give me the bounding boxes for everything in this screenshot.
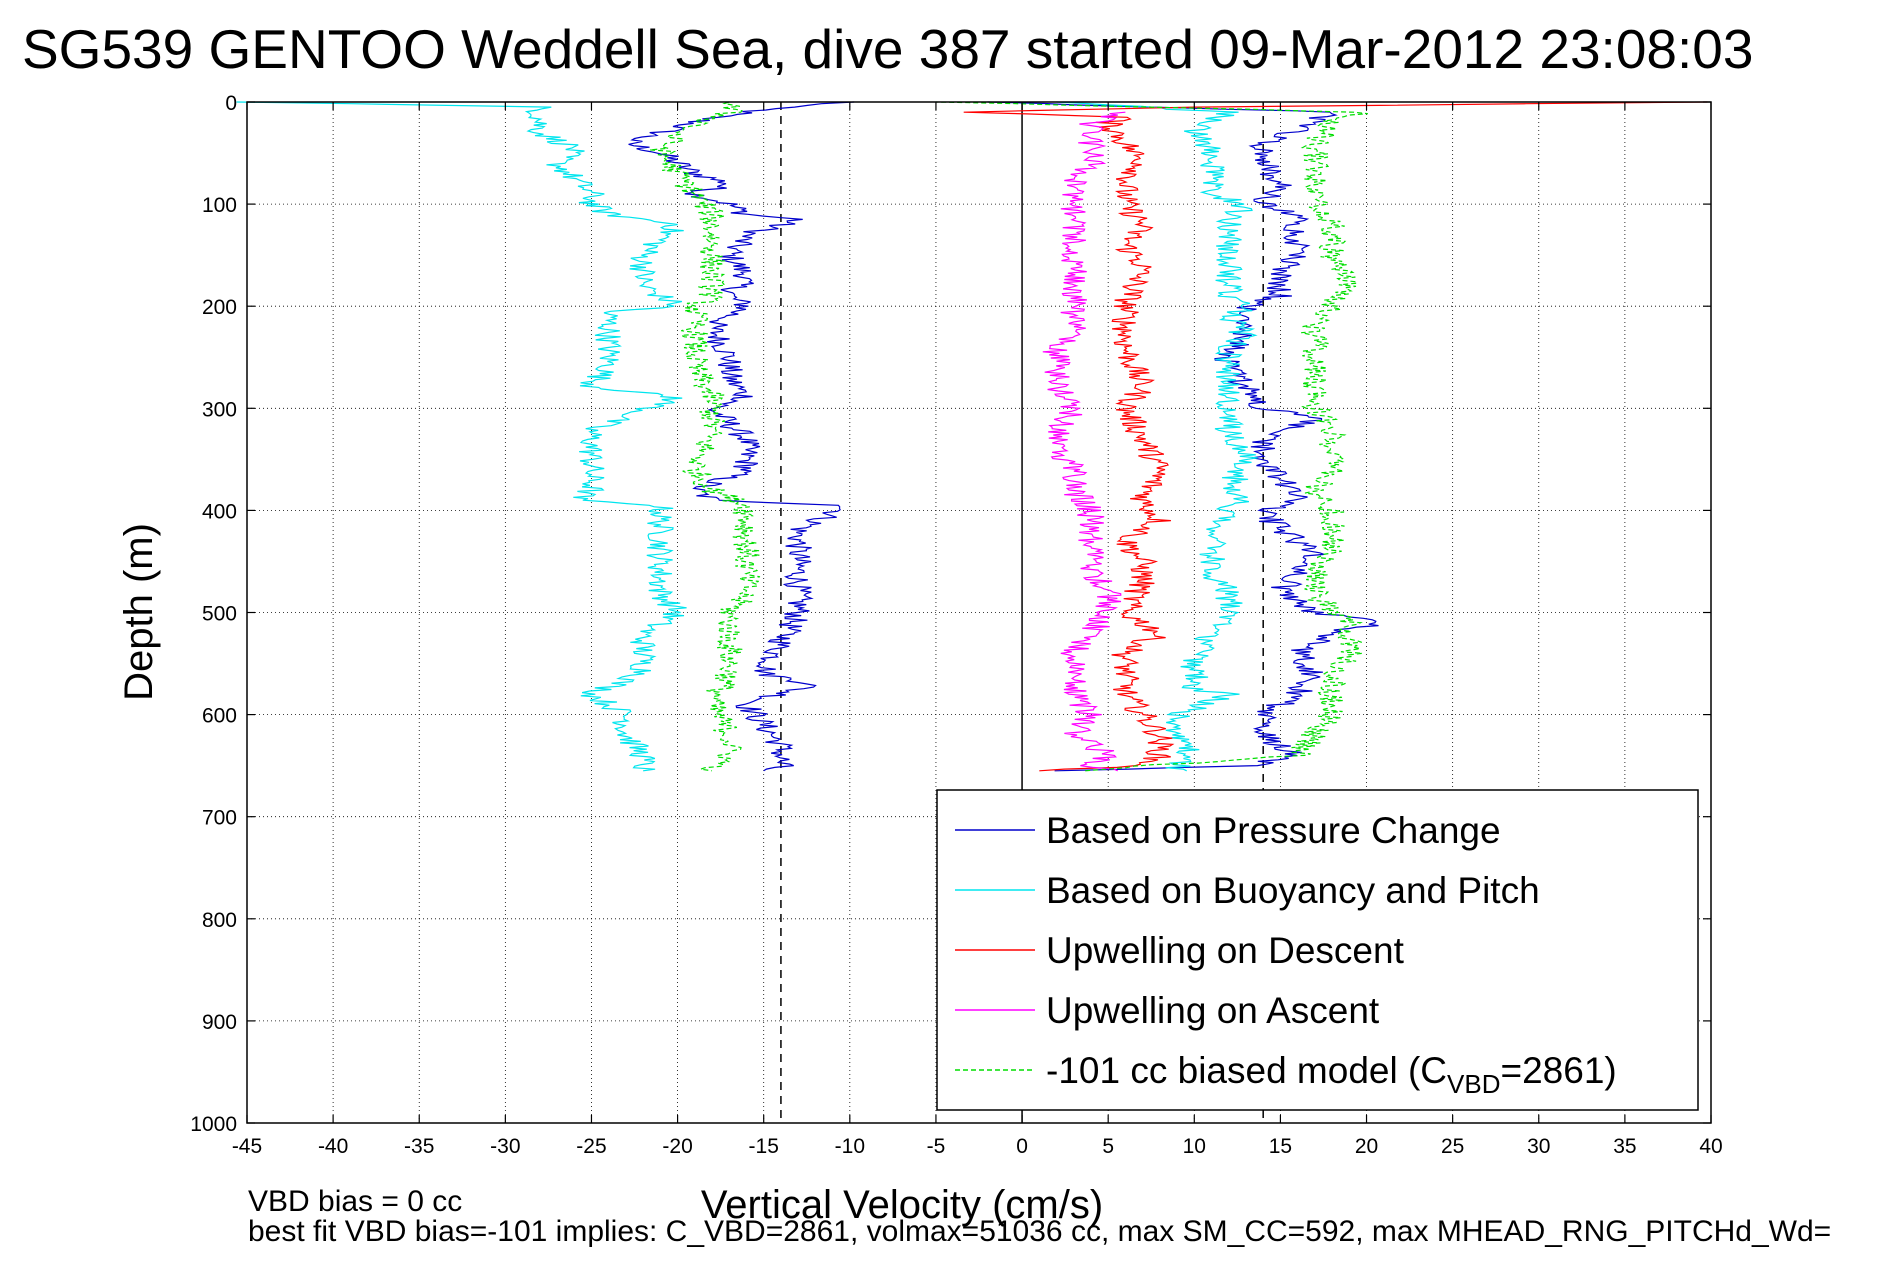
x-tick-label: 35 bbox=[1613, 1135, 1636, 1158]
y-tick-label: 900 bbox=[202, 1011, 237, 1034]
y-tick-label: 400 bbox=[202, 500, 237, 523]
legend-box bbox=[936, 789, 1699, 1111]
x-tick-label: -15 bbox=[749, 1135, 779, 1158]
series-lines bbox=[236, 101, 1708, 772]
x-tick-label: 0 bbox=[1016, 1135, 1028, 1158]
x-axis-label: Vertical Velocity (cm/s) bbox=[701, 1183, 1103, 1227]
y-tick-label: 600 bbox=[202, 705, 237, 728]
legend-entry-label: Upwelling on Descent bbox=[1046, 930, 1405, 971]
series-4-descent-line bbox=[649, 101, 761, 772]
y-axis-ticks: 0 100 200 300 400 500 600 700 800 900 1000 bbox=[190, 92, 1711, 1136]
y-tick-label: 200 bbox=[202, 296, 237, 319]
x-tick-label: 30 bbox=[1527, 1135, 1550, 1158]
legend-entry-label: Based on Buoyancy and Pitch bbox=[1046, 870, 1540, 911]
series-1-ascent-line bbox=[1056, 101, 1258, 772]
series-0-ascent-line bbox=[987, 101, 1379, 772]
y-axis-label: Depth (m) bbox=[117, 523, 161, 701]
series-1-descent-line bbox=[236, 101, 687, 772]
x-tick-label: 15 bbox=[1269, 1135, 1292, 1158]
x-tick-label: -45 bbox=[232, 1135, 262, 1158]
x-tick-label: -20 bbox=[662, 1135, 692, 1158]
y-tick-label: 0 bbox=[225, 92, 237, 115]
footnote-best-fit: best fit VBD bias=-101 implies: C_VBD=28… bbox=[248, 1215, 1831, 1248]
x-tick-label: 10 bbox=[1183, 1135, 1206, 1158]
y-tick-label: 300 bbox=[202, 398, 237, 421]
y-tick-label: 1000 bbox=[190, 1113, 237, 1136]
y-tick-label: 800 bbox=[202, 909, 237, 932]
x-tick-label: -40 bbox=[318, 1135, 348, 1158]
x-tick-label: 40 bbox=[1699, 1135, 1722, 1158]
y-tick-label: 100 bbox=[202, 194, 237, 217]
footnote-vbd-bias: VBD bias = 0 cc bbox=[248, 1185, 462, 1218]
x-tick-label: -10 bbox=[835, 1135, 865, 1158]
series-0-descent-line bbox=[628, 101, 855, 772]
legend-entry-label: Upwelling on Ascent bbox=[1046, 990, 1380, 1031]
x-tick-label: -35 bbox=[404, 1135, 434, 1158]
series-3-ascent-line bbox=[1042, 111, 1126, 772]
chart-title: SG539 GENTOO Weddell Sea, dive 387 start… bbox=[22, 18, 1753, 80]
legend-entry-label: Based on Pressure Change bbox=[1046, 810, 1501, 851]
x-axis-ticks: -45 -40 -35 -30 -25 -20 -15 -10 -5 0 5 10 15 20 25 30 35… bbox=[232, 102, 1723, 1158]
legend: Based on Pressure Change Based on Buoyanc… bbox=[936, 789, 1699, 1111]
series-4-ascent-line bbox=[935, 101, 1368, 772]
y-tick-label: 700 bbox=[202, 807, 237, 830]
x-tick-label: 20 bbox=[1355, 1135, 1378, 1158]
x-tick-label: 5 bbox=[1102, 1135, 1114, 1158]
x-tick-label: -5 bbox=[927, 1135, 946, 1158]
x-tick-label: 25 bbox=[1441, 1135, 1464, 1158]
series-2-descent-line bbox=[963, 101, 1708, 772]
x-tick-label: -25 bbox=[576, 1135, 606, 1158]
y-tick-label: 500 bbox=[202, 603, 237, 626]
x-tick-label: -30 bbox=[490, 1135, 520, 1158]
legend-entry-label: -101 cc biased model (CVBD=2861) bbox=[1046, 1050, 1617, 1099]
